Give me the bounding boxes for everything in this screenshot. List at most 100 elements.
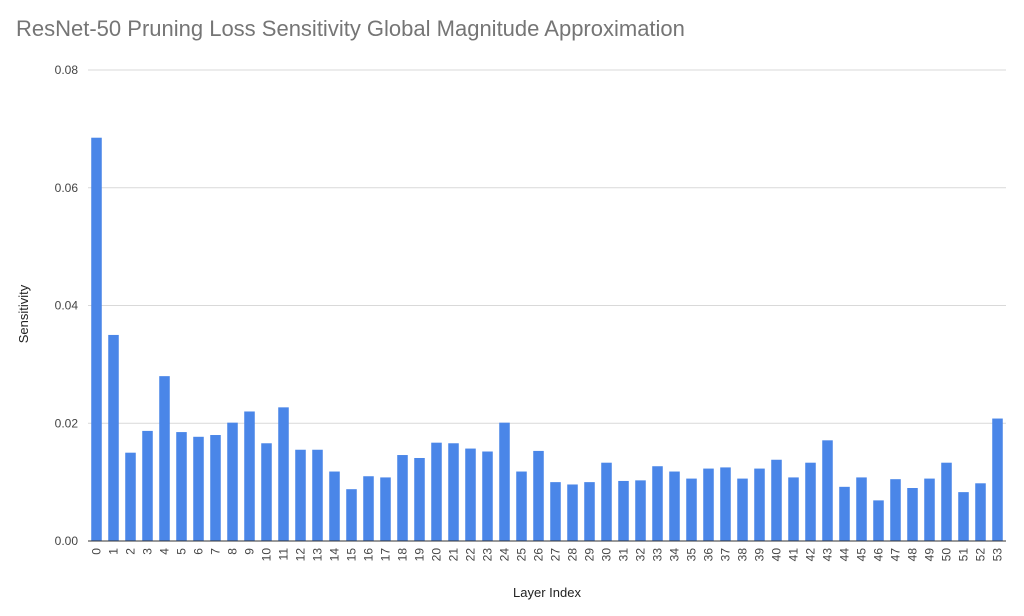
x-tick-label: 40 bbox=[770, 548, 784, 562]
x-tick-label: 3 bbox=[141, 548, 155, 555]
bar-layer-41 bbox=[788, 477, 799, 541]
x-tick-label: 46 bbox=[872, 548, 886, 562]
bar-layer-24 bbox=[499, 422, 510, 541]
bar-layer-37 bbox=[720, 467, 731, 541]
x-tick-label: 42 bbox=[804, 548, 818, 562]
bar-layer-53 bbox=[992, 418, 1003, 541]
x-tick-label: 6 bbox=[192, 548, 206, 555]
bar-layer-52 bbox=[975, 483, 986, 541]
x-tick-label: 1 bbox=[107, 548, 121, 555]
x-tick-label: 53 bbox=[991, 548, 1005, 562]
x-tick-label: 10 bbox=[260, 548, 274, 562]
bar-layer-17 bbox=[380, 477, 391, 541]
bar-layer-39 bbox=[754, 468, 765, 541]
x-tick-label: 39 bbox=[753, 548, 767, 562]
x-tick-label: 51 bbox=[957, 548, 971, 562]
x-tick-label: 37 bbox=[719, 548, 733, 562]
bar-layer-34 bbox=[669, 471, 680, 541]
y-axis-title: Sensitivity bbox=[16, 284, 31, 343]
y-tick-label: 0.06 bbox=[55, 181, 79, 195]
x-tick-label: 29 bbox=[583, 548, 597, 562]
x-tick-label: 41 bbox=[787, 548, 801, 562]
bar-layer-25 bbox=[516, 471, 527, 541]
bar-layer-10 bbox=[261, 443, 272, 541]
x-tick-label: 27 bbox=[549, 548, 563, 562]
bar-layer-47 bbox=[890, 479, 901, 541]
x-tick-label: 45 bbox=[855, 548, 869, 562]
x-tick-label: 19 bbox=[413, 548, 427, 562]
y-tick-label: 0.00 bbox=[55, 534, 79, 548]
bar-layer-15 bbox=[346, 489, 357, 541]
x-tick-label: 33 bbox=[651, 548, 665, 562]
x-tick-label: 5 bbox=[175, 548, 189, 555]
x-tick-label: 28 bbox=[566, 548, 580, 562]
x-tick-label: 21 bbox=[447, 548, 461, 562]
bar-layer-4 bbox=[159, 376, 170, 541]
bar-layer-16 bbox=[363, 476, 374, 541]
bar-layer-42 bbox=[805, 462, 816, 541]
x-tick-label: 34 bbox=[668, 548, 682, 562]
y-axis-ticks: 0.00 0.02 0.04 0.06 0.08 bbox=[55, 63, 79, 548]
bar-layer-22 bbox=[465, 448, 476, 541]
x-tick-label: 15 bbox=[345, 548, 359, 562]
bar-layer-35 bbox=[686, 478, 697, 541]
y-tick-label: 0.02 bbox=[55, 416, 79, 430]
bar-layer-32 bbox=[635, 480, 646, 541]
bar-layer-49 bbox=[924, 478, 935, 541]
bar-layer-33 bbox=[652, 466, 663, 541]
x-tick-label: 49 bbox=[923, 548, 937, 562]
bar-layer-20 bbox=[431, 442, 442, 541]
x-axis-ticks: 0 1 2 3 4 5 6 7 8 9 10 11 12 13 14 15 16 17 18 19 20 21 22 23 24… bbox=[90, 548, 1005, 562]
bar-layer-14 bbox=[329, 471, 340, 541]
x-tick-label: 25 bbox=[515, 548, 529, 562]
x-tick-label: 26 bbox=[532, 548, 546, 562]
x-tick-label: 11 bbox=[277, 548, 291, 561]
x-tick-label: 13 bbox=[311, 548, 325, 562]
x-axis-title: Layer Index bbox=[513, 585, 581, 600]
x-tick-label: 24 bbox=[498, 548, 512, 562]
bar-layer-31 bbox=[618, 480, 629, 541]
bar-layer-45 bbox=[856, 477, 867, 541]
bar-layer-43 bbox=[822, 440, 833, 541]
x-tick-label: 38 bbox=[736, 548, 750, 562]
bar-layer-8 bbox=[227, 422, 238, 541]
x-tick-label: 4 bbox=[158, 548, 172, 555]
x-tick-label: 9 bbox=[243, 548, 257, 555]
bar-layer-18 bbox=[397, 455, 408, 541]
x-tick-label: 0 bbox=[90, 548, 104, 555]
bar-layer-7 bbox=[210, 435, 221, 541]
x-tick-label: 7 bbox=[209, 548, 223, 555]
bar-layer-11 bbox=[278, 407, 289, 541]
x-tick-label: 2 bbox=[124, 548, 138, 555]
x-tick-label: 17 bbox=[379, 548, 393, 562]
x-tick-label: 22 bbox=[464, 548, 478, 562]
bar-layer-40 bbox=[771, 459, 782, 541]
y-tick-label: 0.04 bbox=[55, 299, 79, 313]
x-tick-label: 43 bbox=[821, 548, 835, 562]
x-tick-label: 30 bbox=[600, 548, 614, 562]
bar-layer-50 bbox=[941, 462, 952, 541]
bar-layer-13 bbox=[312, 449, 323, 541]
bar-layer-1 bbox=[108, 334, 119, 541]
y-tick-label: 0.08 bbox=[55, 63, 79, 77]
bar-layer-27 bbox=[550, 482, 561, 542]
x-tick-label: 50 bbox=[940, 548, 954, 562]
x-tick-label: 16 bbox=[362, 548, 376, 562]
x-tick-label: 52 bbox=[974, 548, 988, 562]
x-tick-label: 8 bbox=[226, 548, 240, 555]
bar-layer-0 bbox=[91, 137, 102, 541]
x-tick-label: 12 bbox=[294, 548, 308, 562]
x-tick-label: 18 bbox=[396, 548, 410, 562]
x-tick-label: 31 bbox=[617, 548, 631, 562]
bar-layer-19 bbox=[414, 457, 425, 541]
x-tick-label: 20 bbox=[430, 548, 444, 562]
bar-layer-51 bbox=[958, 492, 969, 541]
bar-layer-5 bbox=[176, 432, 187, 541]
bar-layer-44 bbox=[839, 486, 850, 541]
x-tick-label: 35 bbox=[685, 548, 699, 562]
bar-layer-29 bbox=[584, 482, 595, 542]
x-tick-label: 47 bbox=[889, 548, 903, 562]
bar-layer-28 bbox=[567, 484, 578, 541]
